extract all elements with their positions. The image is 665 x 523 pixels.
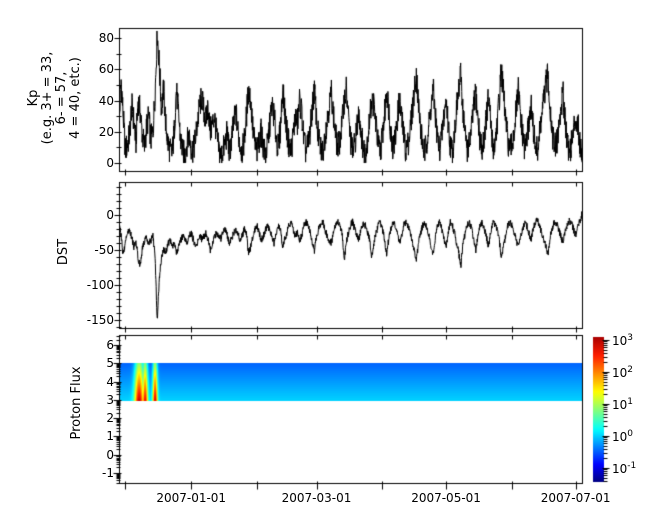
dst-ytick-label: 0	[106, 208, 114, 223]
kp-axis-label-line3: 6- = 57,	[54, 71, 69, 125]
colorbar-tick-label: 10-1	[612, 460, 637, 476]
colorbar-tick-exponent: 1	[627, 396, 634, 407]
colorbar-tick-exponent: 3	[627, 332, 634, 343]
kp-ytick-label: 60	[98, 62, 114, 77]
colorbar-tick-label: 102	[612, 364, 634, 380]
colorbar-tick-exponent: 0	[627, 428, 634, 439]
kp-ytick-label: 0	[106, 156, 114, 171]
colorbar-tick-label: 101	[612, 396, 634, 412]
proton-ytick-label: -1	[102, 465, 114, 480]
kp-ytick-label: 40	[98, 93, 114, 108]
kp-ytick-label: 80	[98, 31, 114, 45]
dst-ytick-label: -50	[94, 243, 114, 258]
colorbar-tick-exponent: -1	[627, 460, 637, 471]
proton-ytick-label: 3	[106, 392, 114, 407]
kp-axis-label-line1: Kp	[26, 89, 41, 107]
proton-ytick-label: 5	[106, 356, 114, 371]
dst-ytick-label: -100	[86, 278, 114, 293]
colorbar-tick-exponent: 2	[627, 364, 634, 375]
proton-ytick-label: 0	[106, 447, 114, 462]
kp-axis-label-line2: (e.g. 3+ = 33,	[40, 51, 55, 145]
colorbar-tick-label: 103	[612, 332, 634, 348]
dst-ytick-label: -150	[86, 313, 114, 328]
date-xtick-label: 2007-03-01	[281, 491, 352, 505]
proton-ytick-label: 6	[106, 338, 114, 353]
proton-ytick-label: 4	[106, 374, 114, 389]
kp-ytick-label: 20	[98, 124, 114, 139]
date-xtick-label: 2007-07-01	[540, 491, 611, 505]
colorbar-tick-label: 100	[612, 428, 634, 444]
date-xtick-label: 2007-05-01	[411, 491, 481, 505]
proton-ytick-label: 2	[106, 411, 114, 426]
date-xtick-label: 2007-01-01	[156, 491, 227, 505]
proton-ytick-label: 1	[106, 429, 114, 444]
